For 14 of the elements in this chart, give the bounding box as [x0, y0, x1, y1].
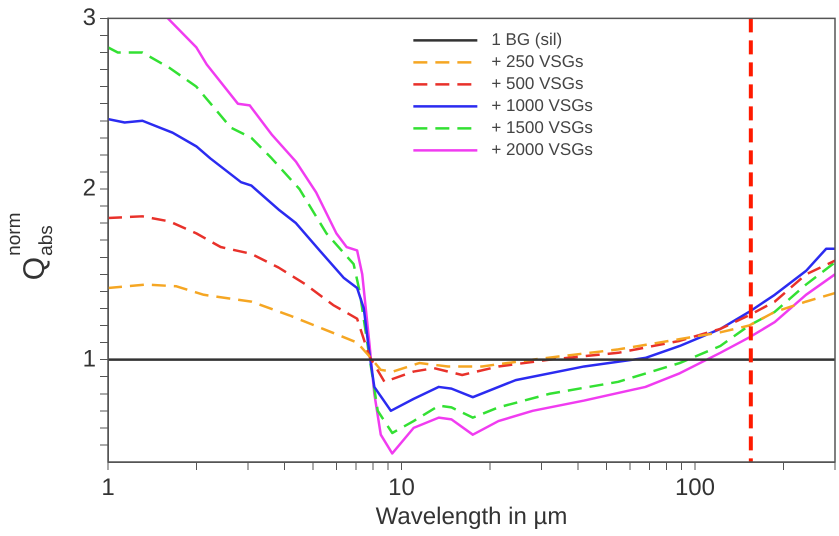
y-tick-label: 3: [82, 4, 96, 32]
x-tick-label: 10: [388, 474, 415, 502]
y-tick-label: 2: [82, 174, 96, 202]
legend-label: + 500 VSGs: [491, 74, 584, 94]
legend-label: 1 BG (sil): [491, 30, 562, 50]
legend-label: + 1000 VSGs: [491, 96, 593, 116]
y-axis-title: Qabsnorm: [4, 212, 57, 280]
y-tick-label: 1: [82, 345, 96, 372]
x-tick-label: 1: [101, 474, 115, 502]
legend-label: + 250 VSGs: [491, 52, 584, 72]
x-axis-title: Wavelength in µm: [376, 503, 568, 530]
x-tick-label: 100: [674, 474, 715, 502]
legend-label: + 2000 VSGs: [491, 140, 593, 160]
legend-label: + 1500 VSGs: [491, 118, 593, 138]
